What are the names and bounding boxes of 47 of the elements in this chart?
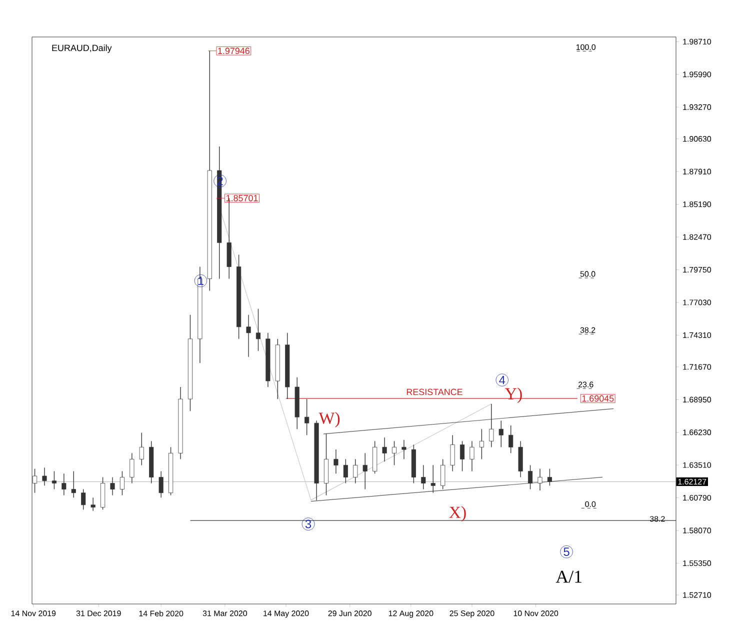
candlestick — [110, 476, 115, 496]
candlestick — [343, 458, 348, 484]
candlestick — [334, 449, 338, 474]
candlestick — [42, 467, 47, 486]
candlestick — [489, 403, 494, 448]
annotation: A/1 — [556, 570, 582, 583]
candlestick — [81, 488, 86, 510]
candlestick — [246, 314, 251, 358]
candlestick — [362, 452, 368, 490]
candlestick — [460, 440, 465, 472]
candlestick — [382, 437, 387, 462]
candlestick — [430, 464, 436, 494]
annotation: 1.97946 — [218, 48, 250, 54]
annotation: 1.69045 — [582, 395, 614, 402]
candlestick — [90, 497, 96, 512]
candlestick — [32, 468, 38, 494]
candlestick — [508, 425, 514, 454]
candlestick — [158, 470, 164, 498]
candlestick — [538, 468, 542, 491]
candlestick — [392, 440, 397, 466]
candlestick — [498, 420, 504, 448]
candlestick — [304, 398, 310, 436]
candlestick — [470, 440, 474, 472]
candlestick — [71, 470, 76, 498]
candlestick — [402, 440, 406, 460]
candlestick — [120, 470, 125, 496]
annotation: RESISTANCE — [406, 388, 462, 396]
annotation: 1 — [198, 276, 204, 285]
candlestick — [130, 452, 134, 484]
candlestick — [547, 468, 552, 486]
candlestick — [450, 434, 455, 472]
candlestick — [139, 432, 144, 466]
annotation: X) — [449, 506, 466, 522]
candlestick — [256, 308, 261, 352]
candlestick — [353, 458, 358, 484]
candlestick — [52, 470, 56, 490]
annotation: 5 — [564, 548, 570, 556]
candlestick — [421, 464, 426, 490]
annotation: 1.85701 — [226, 194, 258, 202]
candlestick — [62, 473, 66, 496]
candlestick — [528, 464, 533, 490]
candlestick — [440, 458, 446, 490]
annotation: 4 — [499, 376, 506, 384]
annotation: 3 — [305, 520, 312, 528]
text: EURAUD,Daily — [52, 44, 112, 53]
annotation: W) — [318, 412, 340, 428]
candlestick — [479, 428, 484, 460]
